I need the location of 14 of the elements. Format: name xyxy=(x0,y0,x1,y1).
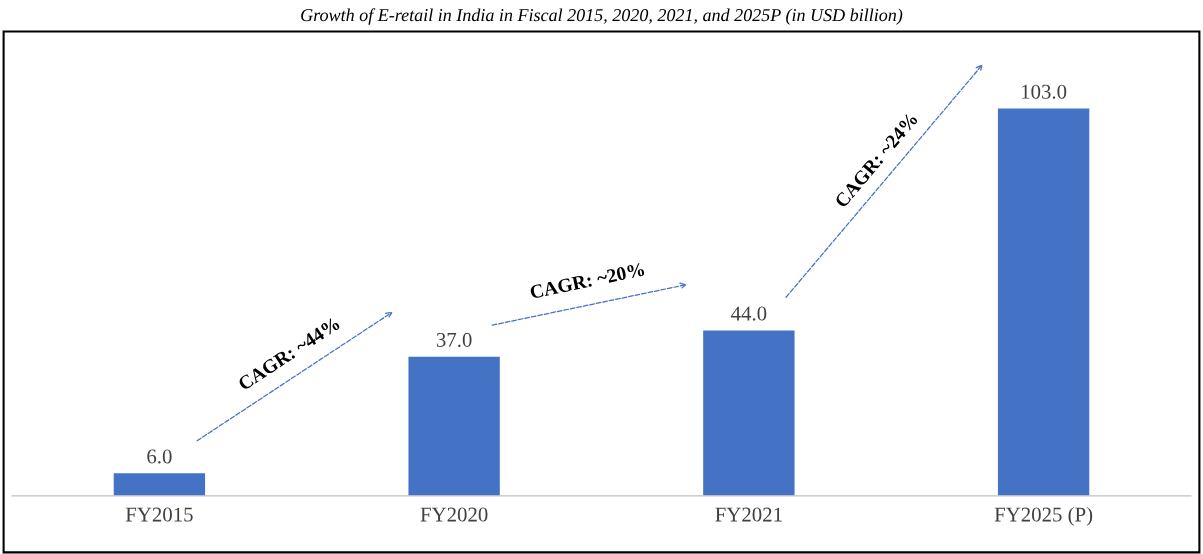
bar xyxy=(113,473,206,496)
bar xyxy=(703,330,795,496)
data-label: 37.0 xyxy=(436,332,472,347)
data-label: 103.0 xyxy=(1022,84,1067,99)
x-tick-label: FY2020 xyxy=(420,507,488,522)
data-label: 44.0 xyxy=(731,306,767,321)
x-tick-label: FY2015 xyxy=(125,507,193,522)
annotation: CAGR: ~20% xyxy=(529,262,645,299)
bar xyxy=(408,356,500,496)
chart-title: Growth of E-retail in India in Fiscal 2015, 2020, 2021, and 2025P (in USD billion) xyxy=(301,8,903,25)
x-tick-label: FY2021 xyxy=(715,507,782,522)
bar xyxy=(997,108,1090,496)
x-tick-label: FY2025 (P) xyxy=(994,506,1093,526)
data-label: 6.0 xyxy=(147,449,172,464)
